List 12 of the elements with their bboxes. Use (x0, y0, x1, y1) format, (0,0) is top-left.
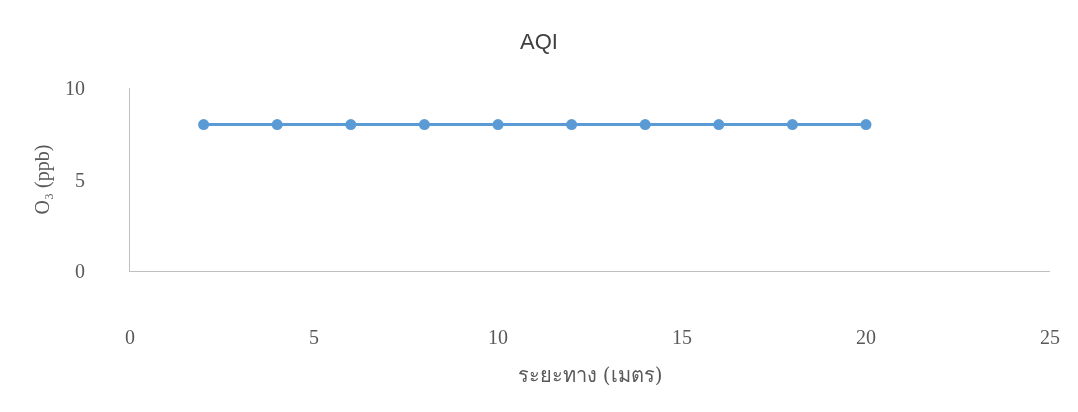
x-axis-title: ระยะทาง (เมตร) (517, 362, 663, 387)
x-tick-label: 10 (488, 326, 508, 348)
x-tick-label: 5 (309, 326, 319, 348)
x-tick-label: 0 (125, 326, 135, 348)
y-tick-label: 5 (75, 168, 85, 191)
x-tick-label: 25 (1040, 326, 1060, 348)
y-tick-label: 10 (65, 77, 85, 99)
y-tick-label: 0 (75, 260, 85, 282)
chart-title: AQI (520, 28, 558, 54)
y-axis-title: O₃ (ppb) (30, 144, 54, 215)
x-tick-label: 15 (672, 326, 692, 348)
x-tick-label: 20 (856, 326, 876, 348)
